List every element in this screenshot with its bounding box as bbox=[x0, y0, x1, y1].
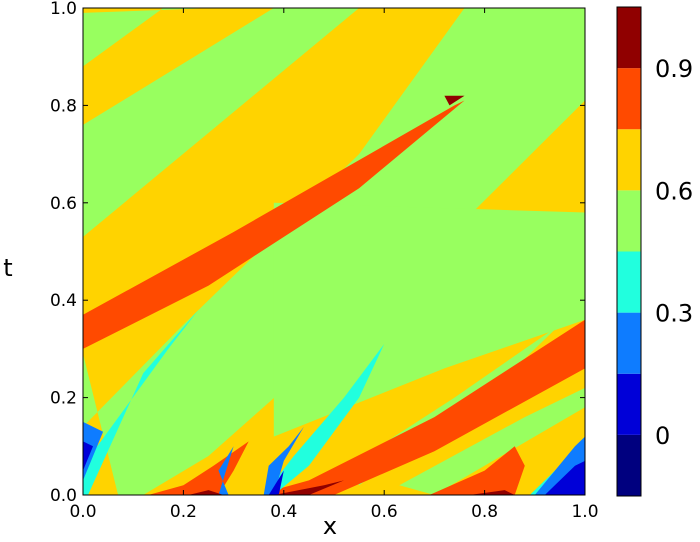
x-tick-label: 0.0 bbox=[69, 502, 96, 522]
colorbar: 0 0.3 0.6 0.9 bbox=[616, 6, 693, 497]
contour-region-15 bbox=[218, 446, 234, 495]
colorbar-band bbox=[617, 251, 641, 313]
plot-frame bbox=[82, 7, 586, 496]
colorbar-band bbox=[617, 373, 641, 435]
contour-region-7 bbox=[83, 100, 465, 349]
contour-region-23 bbox=[469, 490, 515, 495]
contour-region-12 bbox=[263, 344, 385, 495]
y-tick-label: 0.2 bbox=[50, 389, 77, 409]
y-tick-label: 0.6 bbox=[50, 194, 77, 214]
contour-region-22 bbox=[273, 480, 344, 495]
contour-region-20 bbox=[268, 470, 284, 495]
y-axis-label: t bbox=[3, 254, 12, 282]
contour-region-6 bbox=[399, 387, 585, 495]
colorbar-band bbox=[617, 7, 641, 69]
y-tick-label: 0.0 bbox=[50, 486, 77, 506]
contour-region-4 bbox=[273, 202, 585, 437]
y-tick-label: 0.8 bbox=[50, 96, 77, 116]
colorbar-tick-label: 0 bbox=[655, 422, 670, 450]
contour-region-18 bbox=[83, 441, 93, 471]
contour-region-21 bbox=[188, 490, 224, 495]
x-tick-label: 1.0 bbox=[571, 502, 598, 522]
plot-area bbox=[83, 8, 585, 495]
contour-region-9 bbox=[148, 441, 249, 495]
contour-region-1 bbox=[83, 8, 214, 67]
colorbar-tick-label: 0.6 bbox=[655, 177, 693, 205]
x-tick-label: 0.4 bbox=[270, 502, 297, 522]
contour-region-2 bbox=[83, 8, 360, 237]
x-tick-label: 0.6 bbox=[371, 502, 398, 522]
colorbar-frame bbox=[616, 6, 642, 497]
contour-region-24 bbox=[444, 95, 465, 106]
colorbar-band bbox=[617, 129, 641, 191]
colorbar-tick-label: 0.9 bbox=[655, 55, 693, 83]
y-tick-label: 0.4 bbox=[50, 291, 77, 311]
contour-region-16 bbox=[263, 426, 304, 495]
y-axis: 0.0 0.2 0.4 0.6 0.8 1.0 bbox=[50, 0, 585, 506]
x-axis: 0.0 0.2 0.4 0.6 0.8 1.0 bbox=[69, 8, 599, 522]
colorbar-band bbox=[617, 190, 641, 252]
colorbar-tick-label: 0.3 bbox=[655, 300, 693, 328]
contour-region-14 bbox=[83, 421, 104, 481]
x-tick-label: 0.8 bbox=[471, 502, 498, 522]
contour-region-11 bbox=[83, 309, 199, 495]
colorbar-band bbox=[617, 312, 641, 374]
x-tick-label: 0.2 bbox=[170, 502, 197, 522]
colorbar-band bbox=[617, 68, 641, 130]
colorbar-band bbox=[617, 434, 641, 496]
contour-region-10 bbox=[429, 446, 525, 495]
contour-region-19 bbox=[544, 460, 585, 495]
y-tick-label: 1.0 bbox=[50, 0, 77, 19]
x-axis-label: x bbox=[323, 512, 337, 540]
